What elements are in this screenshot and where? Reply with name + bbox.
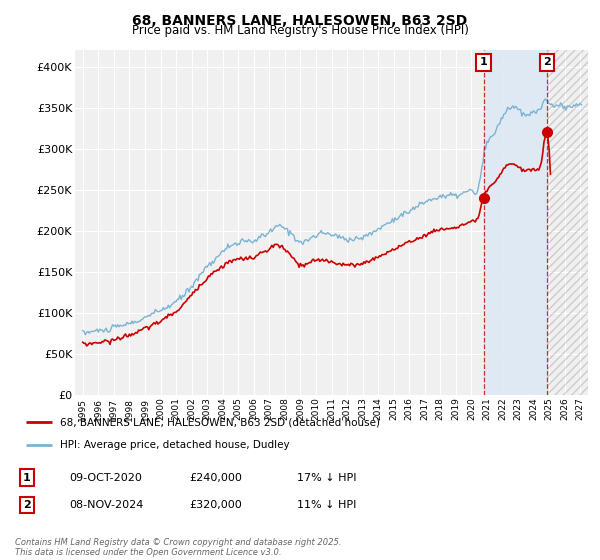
- Text: 08-NOV-2024: 08-NOV-2024: [69, 500, 143, 510]
- Text: 1: 1: [23, 473, 31, 483]
- Text: 2: 2: [543, 57, 551, 67]
- Text: £240,000: £240,000: [189, 473, 242, 483]
- Text: HPI: Average price, detached house, Dudley: HPI: Average price, detached house, Dudl…: [59, 440, 289, 450]
- Text: 17% ↓ HPI: 17% ↓ HPI: [297, 473, 356, 483]
- Bar: [484, 50, 547, 395]
- Text: 09-OCT-2020: 09-OCT-2020: [69, 473, 142, 483]
- Text: £320,000: £320,000: [189, 500, 242, 510]
- Text: 68, BANNERS LANE, HALESOWEN, B63 2SD: 68, BANNERS LANE, HALESOWEN, B63 2SD: [133, 14, 467, 28]
- Text: Price paid vs. HM Land Registry's House Price Index (HPI): Price paid vs. HM Land Registry's House …: [131, 24, 469, 37]
- Text: 2: 2: [23, 500, 31, 510]
- Bar: [547, 50, 588, 395]
- Text: 1: 1: [479, 57, 487, 67]
- Text: Contains HM Land Registry data © Crown copyright and database right 2025.
This d: Contains HM Land Registry data © Crown c…: [15, 538, 341, 557]
- Text: 68, BANNERS LANE, HALESOWEN, B63 2SD (detached house): 68, BANNERS LANE, HALESOWEN, B63 2SD (de…: [59, 417, 380, 427]
- Bar: [547, 50, 588, 395]
- Text: 11% ↓ HPI: 11% ↓ HPI: [297, 500, 356, 510]
